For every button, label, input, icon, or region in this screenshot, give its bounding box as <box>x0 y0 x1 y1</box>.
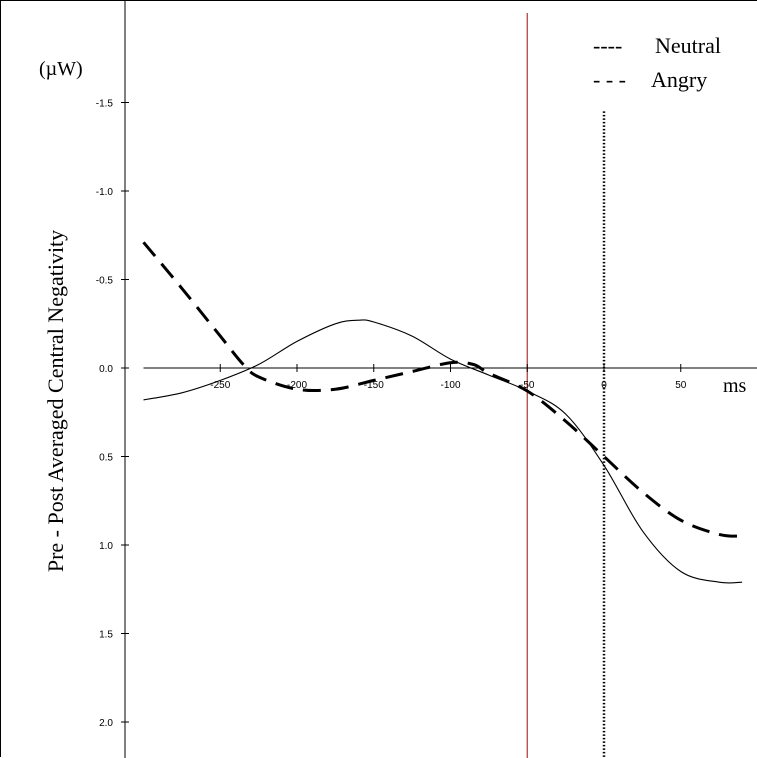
x-tick-label: 0 <box>601 380 607 391</box>
x-tick-label: -250 <box>210 380 230 391</box>
y-tick-label: -0.5 <box>96 276 114 287</box>
y-tick-label: 0.0 <box>99 364 113 375</box>
y-tick-label: 1.0 <box>99 541 113 552</box>
legend-angry-label: Angry <box>651 67 707 92</box>
legend-neutral-label: Neutral <box>655 33 721 58</box>
legend-neutral-sample: ---- <box>593 33 622 58</box>
y-unit-label: (µW) <box>39 58 83 80</box>
x-tick-label: -150 <box>364 380 384 391</box>
legend: ---- Neutral - - - Angry <box>593 33 721 92</box>
y-tick-label: -1.0 <box>96 187 114 198</box>
x-tick-label: -200 <box>287 380 307 391</box>
x-tick-label: 50 <box>675 380 687 391</box>
series-neutral-line <box>143 319 743 584</box>
series-angry-line <box>142 241 743 538</box>
legend-angry-sample: - - - <box>593 67 626 92</box>
x-unit-label: ms <box>723 375 747 397</box>
y-tick-label: -1.5 <box>96 99 114 110</box>
x-tick-label: -50 <box>520 380 535 391</box>
y-tick-label: 0.5 <box>99 453 113 464</box>
y-axis-label: Pre - Post Averaged Central Negativity <box>43 230 68 572</box>
x-tick-label: -100 <box>440 380 460 391</box>
y-tick-label: 1.5 <box>99 630 113 641</box>
y-tick-label: 2.0 <box>99 718 113 729</box>
